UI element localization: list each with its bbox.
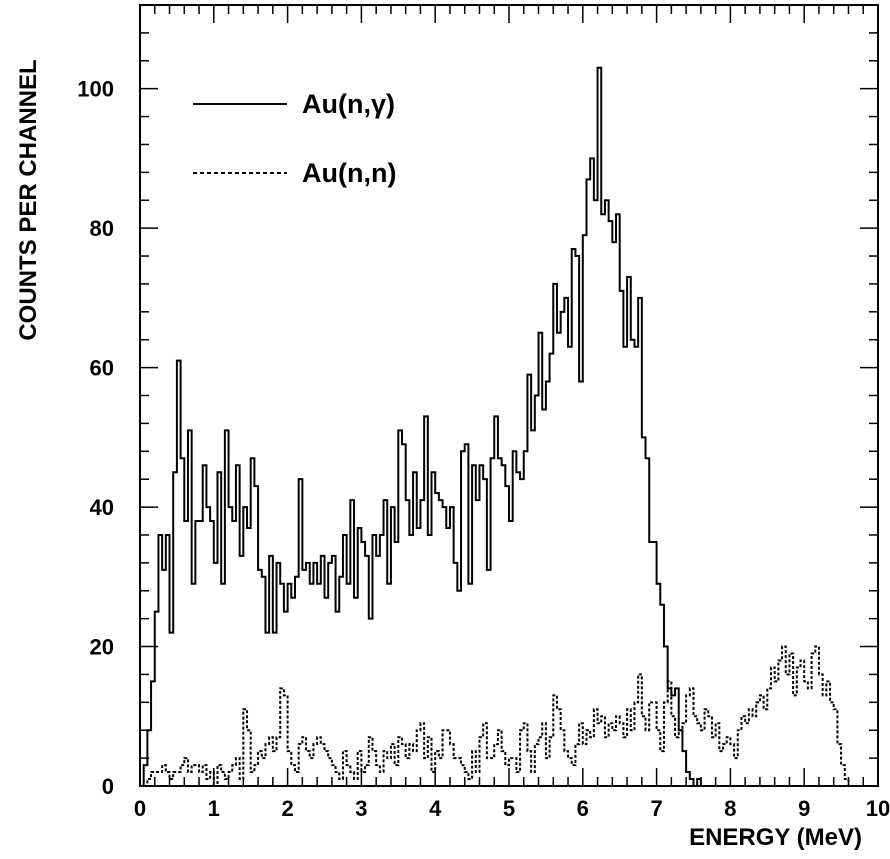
y-tick-label: 80 [90, 216, 114, 241]
y-tick-label: 100 [77, 77, 114, 102]
x-axis-label: ENERGY (MeV) [689, 824, 862, 851]
x-tick-label: 7 [650, 796, 662, 821]
y-axis-label: COUNTS PER CHANNEL [15, 59, 42, 340]
legend-layer: Au(n,γ) Au(n,n) [193, 89, 396, 188]
x-tick-label: 3 [355, 796, 367, 821]
x-tick-label: 8 [724, 796, 736, 821]
legend-label-1: Au(n,n) [302, 158, 396, 188]
series-layer [140, 66, 878, 787]
y-tick-label: 20 [90, 635, 114, 660]
x-tick-label: 6 [577, 796, 589, 821]
x-tick-label: 0 [134, 796, 146, 821]
y-tick-label: 40 [90, 495, 114, 520]
series-line-1 [140, 645, 878, 787]
x-tick-label: 5 [503, 796, 515, 821]
x-tick-label: 9 [798, 796, 810, 821]
y-tick-label: 0 [102, 774, 114, 799]
y-tick-label: 60 [90, 356, 114, 381]
x-tick-label: 1 [208, 796, 220, 821]
x-tick-label: 10 [866, 796, 890, 821]
legend-label-0: Au(n,γ) [302, 89, 395, 119]
series-line-0 [140, 66, 878, 787]
x-tick-label: 2 [281, 796, 293, 821]
x-tick-label: 4 [429, 796, 442, 821]
